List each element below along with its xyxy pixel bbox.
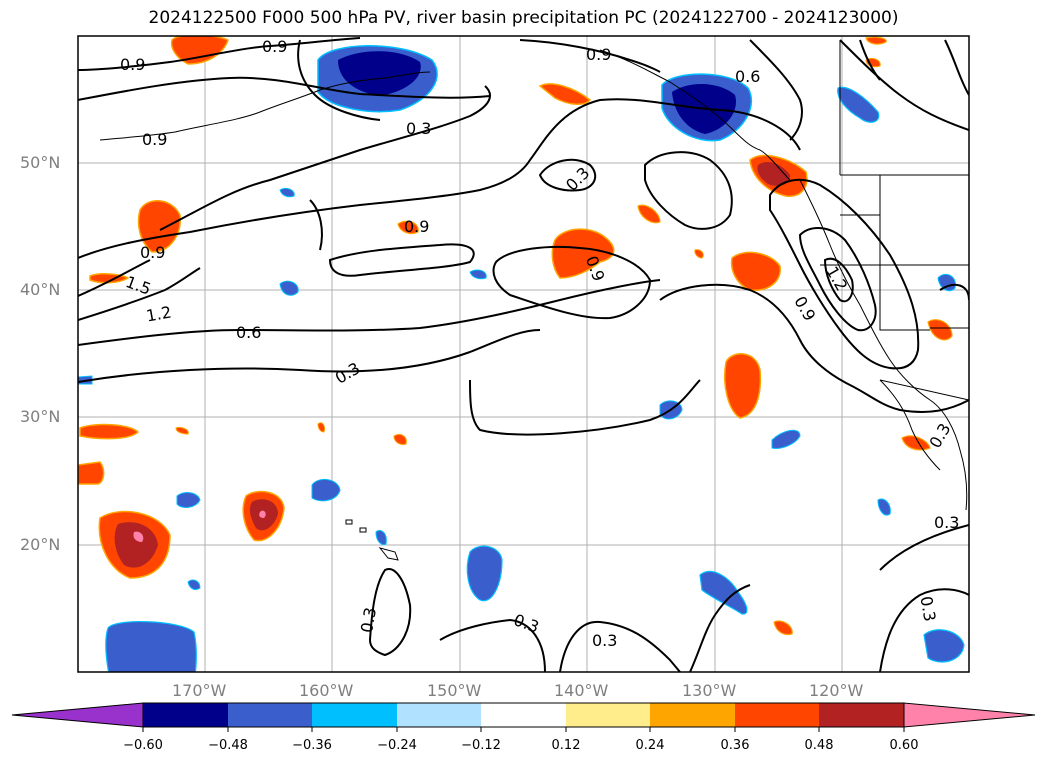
coastlines bbox=[99, 40, 969, 561]
contour-label: 0.9 bbox=[140, 243, 165, 262]
lon-label: 150°W bbox=[427, 681, 482, 700]
colorbar-bin bbox=[481, 703, 566, 727]
lat-label: 30°N bbox=[20, 407, 61, 426]
gridlines bbox=[78, 36, 969, 672]
contour-label: 0.6 bbox=[236, 323, 261, 342]
colorbar-extend-low bbox=[11, 702, 144, 728]
contour-label: 0.3 bbox=[406, 119, 431, 138]
lon-label: 130°W bbox=[682, 681, 737, 700]
pv-contours bbox=[78, 37, 969, 672]
colorbar-bin bbox=[143, 703, 228, 727]
colorbar-bin bbox=[228, 703, 312, 727]
colorbar-extend-high bbox=[903, 702, 1036, 728]
contour-label: 0.3 bbox=[934, 513, 959, 532]
colorbar bbox=[11, 702, 1036, 732]
colorbar-tick-label: −0.48 bbox=[208, 738, 248, 753]
contour-label: 0.3 bbox=[592, 631, 617, 650]
lat-label: 40°N bbox=[20, 280, 61, 299]
colorbar-tick-label: 0.36 bbox=[720, 738, 750, 753]
colorbar-bin bbox=[566, 703, 650, 727]
contour-label: 0.3 bbox=[357, 606, 380, 634]
contour-labels: 0.9 0.9 0.9 0.3 0.9 0.6 0.3 0.9 0.9 0.9 … bbox=[120, 37, 959, 650]
lon-label: 170°W bbox=[172, 681, 227, 700]
colorbar-tick-label: 0.48 bbox=[804, 738, 834, 753]
contour-label: 0.3 bbox=[332, 358, 364, 387]
contour-label: 1.2 bbox=[145, 302, 173, 325]
map-title: 2024122500 F000 500 hPa PV, river basin … bbox=[148, 8, 899, 28]
colorbar-tick-label: 0.24 bbox=[635, 738, 665, 753]
contour-label: 0.9 bbox=[586, 45, 611, 64]
contour-label: 0.9 bbox=[262, 37, 287, 56]
colorbar-tick-label: −0.12 bbox=[461, 738, 501, 753]
colorbar-tick-label: 0.12 bbox=[551, 738, 581, 753]
colorbar-tick-label: −0.60 bbox=[123, 738, 163, 753]
lat-label: 20°N bbox=[20, 535, 61, 554]
lon-label: 120°W bbox=[809, 681, 864, 700]
contour-label: 0.3 bbox=[916, 595, 939, 623]
map-frame bbox=[77, 35, 970, 673]
colorbar-tick-label: −0.24 bbox=[377, 738, 417, 753]
colorbar-bin bbox=[397, 703, 481, 727]
contour-label: 0.9 bbox=[790, 293, 819, 325]
colorbar-tick-label: −0.36 bbox=[292, 738, 332, 753]
lon-label: 140°W bbox=[554, 681, 609, 700]
colorbar-bin bbox=[312, 703, 397, 727]
negative-anomaly-fills bbox=[78, 45, 965, 672]
contour-label: 0.6 bbox=[735, 67, 760, 86]
contour-label: 0.9 bbox=[120, 55, 145, 74]
colorbar-bin bbox=[819, 703, 904, 727]
colorbar-bin bbox=[650, 703, 735, 727]
contour-label: 1.5 bbox=[123, 272, 153, 299]
lat-label: 50°N bbox=[20, 153, 61, 172]
lon-label: 160°W bbox=[299, 681, 354, 700]
contour-label: 0.9 bbox=[404, 217, 429, 236]
contour-label: 0.3 bbox=[511, 610, 541, 637]
colorbar-tick-label: 0.60 bbox=[889, 738, 919, 753]
colorbar-bin bbox=[735, 703, 819, 727]
contour-label: 0.9 bbox=[142, 130, 167, 149]
map-area: 0.9 0.9 0.9 0.3 0.9 0.6 0.3 0.9 0.9 0.9 … bbox=[78, 36, 969, 672]
